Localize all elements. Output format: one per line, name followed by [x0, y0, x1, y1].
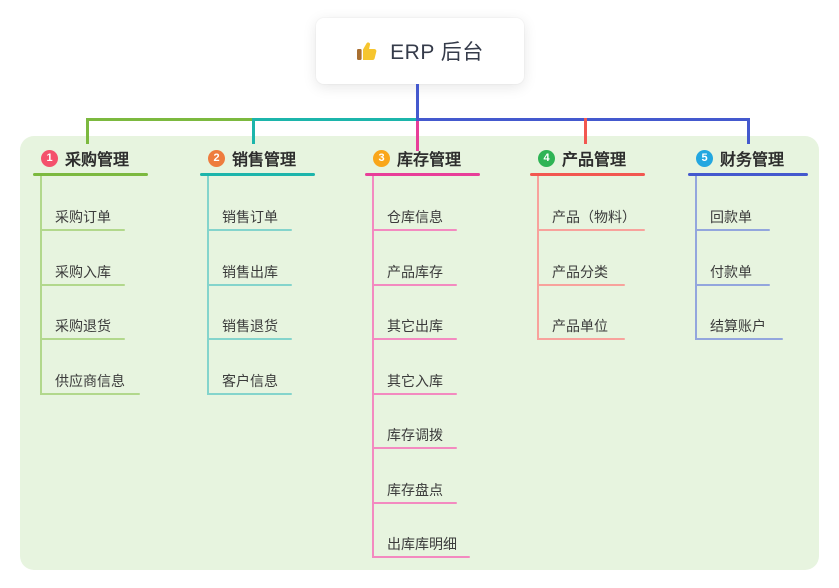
root-connector: [416, 84, 419, 119]
branch-number-badge: 3: [373, 149, 390, 167]
child-node[interactable]: 采购订单: [55, 209, 111, 225]
branch-number-badge: 1: [41, 149, 58, 167]
child-underline: [537, 284, 625, 286]
child-underline: [695, 284, 770, 286]
stub-branch-2: [252, 118, 255, 144]
branch-label: 产品管理: [562, 152, 627, 169]
child-node[interactable]: 付款单: [710, 264, 752, 280]
branch-node-inventory[interactable]: 3 库存管理: [365, 147, 480, 169]
child-node[interactable]: 销售退货: [222, 318, 278, 334]
child-underline: [40, 229, 125, 231]
child-node[interactable]: 产品库存: [387, 264, 443, 280]
child-underline: [40, 338, 125, 340]
branch-trunk: [372, 176, 374, 558]
branch-node-finance[interactable]: 5 财务管理: [688, 147, 808, 169]
branch-node-sales[interactable]: 2 销售管理: [200, 147, 315, 169]
child-node[interactable]: 采购入库: [55, 264, 111, 280]
branch-underline: [33, 173, 148, 176]
child-node[interactable]: 产品单位: [552, 318, 608, 334]
child-underline: [372, 284, 457, 286]
child-underline: [372, 502, 457, 504]
branch-underline: [365, 173, 480, 176]
bus-segment-teal: [252, 118, 418, 121]
branch-number-badge: 5: [696, 149, 713, 167]
branch-underline: [530, 173, 645, 176]
child-node[interactable]: 结算账户: [710, 318, 766, 334]
child-node[interactable]: 库存调拨: [387, 427, 443, 443]
child-node[interactable]: 库存盘点: [387, 482, 443, 498]
thumbs-up-icon: [357, 42, 377, 60]
child-underline: [207, 284, 292, 286]
branch-trunk: [695, 176, 697, 340]
child-node[interactable]: 回款单: [710, 209, 752, 225]
root-node[interactable]: ERP 后台: [316, 18, 524, 84]
child-node[interactable]: 其它出库: [387, 318, 443, 334]
stub-branch-3: [416, 121, 419, 151]
branch-label: 财务管理: [720, 152, 785, 169]
bus-segment-green: [86, 118, 254, 121]
branch-underline: [688, 173, 808, 176]
branch-label: 库存管理: [397, 152, 462, 169]
branch-label: 销售管理: [232, 152, 297, 169]
branch-label: 采购管理: [65, 152, 130, 169]
branch-number-badge: 4: [538, 149, 555, 167]
child-node[interactable]: 供应商信息: [55, 373, 125, 389]
child-underline: [207, 229, 292, 231]
child-node[interactable]: 采购退货: [55, 318, 111, 334]
map-background-panel: [20, 136, 819, 570]
child-node[interactable]: 出库库明细: [387, 536, 457, 552]
child-underline: [207, 338, 292, 340]
branch-node-purchase[interactable]: 1 采购管理: [33, 147, 148, 169]
branch-underline: [200, 173, 315, 176]
child-node[interactable]: 产品分类: [552, 264, 608, 280]
child-underline: [207, 393, 292, 395]
child-underline: [372, 447, 457, 449]
child-underline: [695, 338, 783, 340]
child-underline: [695, 229, 770, 231]
child-node[interactable]: 仓库信息: [387, 209, 443, 225]
stub-branch-5: [747, 118, 750, 144]
child-node[interactable]: 其它入库: [387, 373, 443, 389]
branch-node-product[interactable]: 4 产品管理: [530, 147, 645, 169]
child-underline: [372, 393, 457, 395]
child-node[interactable]: 销售订单: [222, 209, 278, 225]
child-underline: [537, 229, 645, 231]
child-node[interactable]: 产品（物料）: [552, 209, 636, 225]
child-underline: [372, 229, 457, 231]
stub-branch-1: [86, 118, 89, 144]
child-underline: [40, 284, 125, 286]
child-underline: [372, 556, 470, 558]
child-node[interactable]: 客户信息: [222, 373, 278, 389]
child-underline: [40, 393, 140, 395]
branch-number-badge: 2: [208, 149, 225, 167]
root-node-label: ERP 后台: [390, 41, 484, 64]
branch-trunk: [537, 176, 539, 340]
child-node[interactable]: 销售出库: [222, 264, 278, 280]
bus-segment-blue: [416, 118, 750, 121]
child-underline: [372, 338, 457, 340]
stub-branch-4: [584, 118, 587, 144]
child-underline: [537, 338, 625, 340]
